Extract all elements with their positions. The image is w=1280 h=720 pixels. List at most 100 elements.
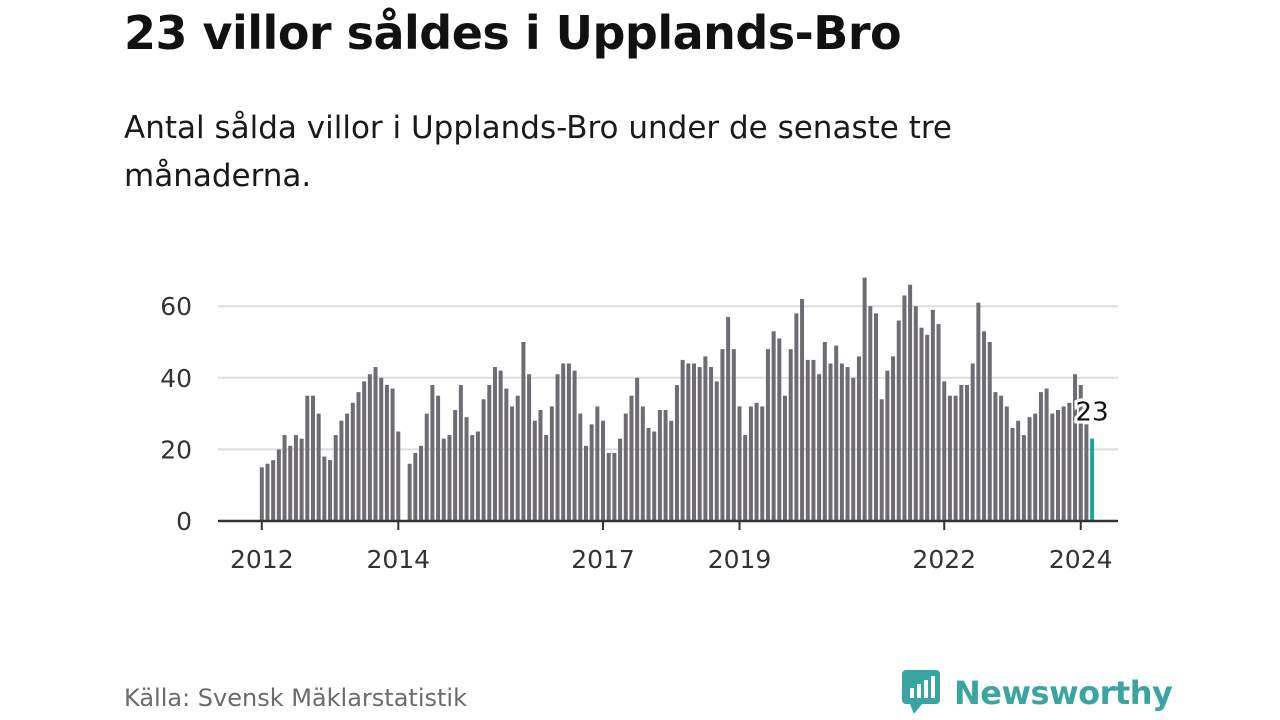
source-credit: Källa: Svensk Mäklarstatistik: [124, 684, 467, 712]
bar: [316, 413, 321, 521]
bar: [754, 402, 759, 521]
bar: [589, 424, 594, 521]
bar: [1050, 413, 1055, 521]
chart-subtitle: Antal sålda villor i Upplands-Bro under …: [124, 110, 952, 194]
bar: [288, 445, 293, 521]
x-tick-label: 2017: [571, 545, 635, 574]
y-tick-label: 0: [176, 507, 192, 536]
bar: [544, 435, 549, 521]
y-tick-label: 40: [160, 364, 192, 393]
y-axis-ticks: 0 20 40 60: [160, 292, 192, 536]
bar: [561, 363, 566, 521]
bar: [350, 402, 355, 521]
bar: [1044, 388, 1049, 521]
bar: [333, 435, 338, 521]
bar: [390, 388, 395, 521]
x-tick-label: 2022: [912, 545, 976, 574]
bar: [492, 367, 497, 521]
bar: [1084, 424, 1089, 521]
bar: [458, 384, 463, 521]
bar: [504, 388, 509, 521]
bar: [959, 384, 964, 521]
bar: [373, 367, 378, 521]
y-tick-label: 20: [160, 435, 192, 464]
bar: [720, 349, 725, 521]
chart-bars: [259, 277, 1095, 521]
bar: [606, 452, 611, 521]
bar: [276, 449, 281, 521]
bar: [470, 435, 475, 521]
bar: [510, 406, 515, 521]
bar: [464, 417, 469, 521]
x-tick-label: 2024: [1049, 545, 1113, 574]
bar: [663, 410, 668, 521]
bar: [1073, 374, 1078, 521]
bar: [822, 342, 827, 521]
bar: [595, 406, 600, 521]
bar: [362, 381, 367, 521]
x-tick-label: 2019: [708, 545, 772, 574]
bar: [942, 381, 947, 521]
bar: [748, 406, 753, 521]
bar: [1078, 384, 1083, 521]
bar: [441, 438, 446, 521]
bar: [618, 438, 623, 521]
bar: [646, 427, 651, 521]
bar: [379, 377, 384, 521]
bar: [396, 431, 401, 521]
bar: [987, 342, 992, 521]
bar: [612, 452, 617, 521]
bar: [896, 320, 901, 521]
highlight-value-label: 23: [1076, 398, 1109, 428]
bar: [629, 395, 634, 521]
bar: [1021, 435, 1026, 521]
bar: [623, 413, 628, 521]
bar: [714, 381, 719, 521]
bar: [527, 374, 532, 521]
bar: [839, 363, 844, 521]
bar: [282, 435, 287, 521]
y-tick-label: 60: [160, 292, 192, 321]
bar: [856, 356, 861, 521]
bar: [674, 384, 679, 521]
bar: [760, 406, 765, 521]
brand-name: Newsworthy: [954, 674, 1173, 712]
bar: [930, 309, 935, 521]
bar: [794, 313, 799, 521]
bar: [532, 420, 537, 521]
bar: [976, 302, 981, 521]
bar: [680, 359, 685, 521]
bar: [475, 431, 480, 521]
bar: [1010, 427, 1015, 521]
bar: [1004, 406, 1009, 521]
bar-chart: 0 20 40 60 2012 2014 2017 2019 2022 2024 23: [160, 277, 1118, 574]
bar: [322, 456, 327, 521]
x-axis-ticks: 2012 2014 2017 2019 2022 2024: [230, 521, 1113, 574]
bar: [737, 406, 742, 521]
bar: [413, 452, 418, 521]
bar: [765, 349, 770, 521]
bar: [873, 313, 878, 521]
bar: [635, 377, 640, 521]
bar: [862, 277, 867, 521]
bar: [982, 331, 987, 521]
x-tick-label: 2012: [230, 545, 294, 574]
bar: [726, 316, 731, 521]
bar: [419, 445, 424, 521]
bar: [805, 359, 810, 521]
bar: [1016, 420, 1021, 521]
bar: [709, 367, 714, 521]
x-tick-label: 2014: [366, 545, 430, 574]
bar: [817, 374, 822, 521]
bar: [356, 392, 361, 521]
bar: [697, 367, 702, 521]
bar: [953, 395, 958, 521]
bar: [919, 327, 924, 521]
bar: [993, 392, 998, 521]
bar: [430, 384, 435, 521]
bar: [788, 349, 793, 521]
bar: [339, 420, 344, 521]
bar: [828, 363, 833, 521]
bar: [868, 306, 873, 521]
bar: [1033, 413, 1038, 521]
